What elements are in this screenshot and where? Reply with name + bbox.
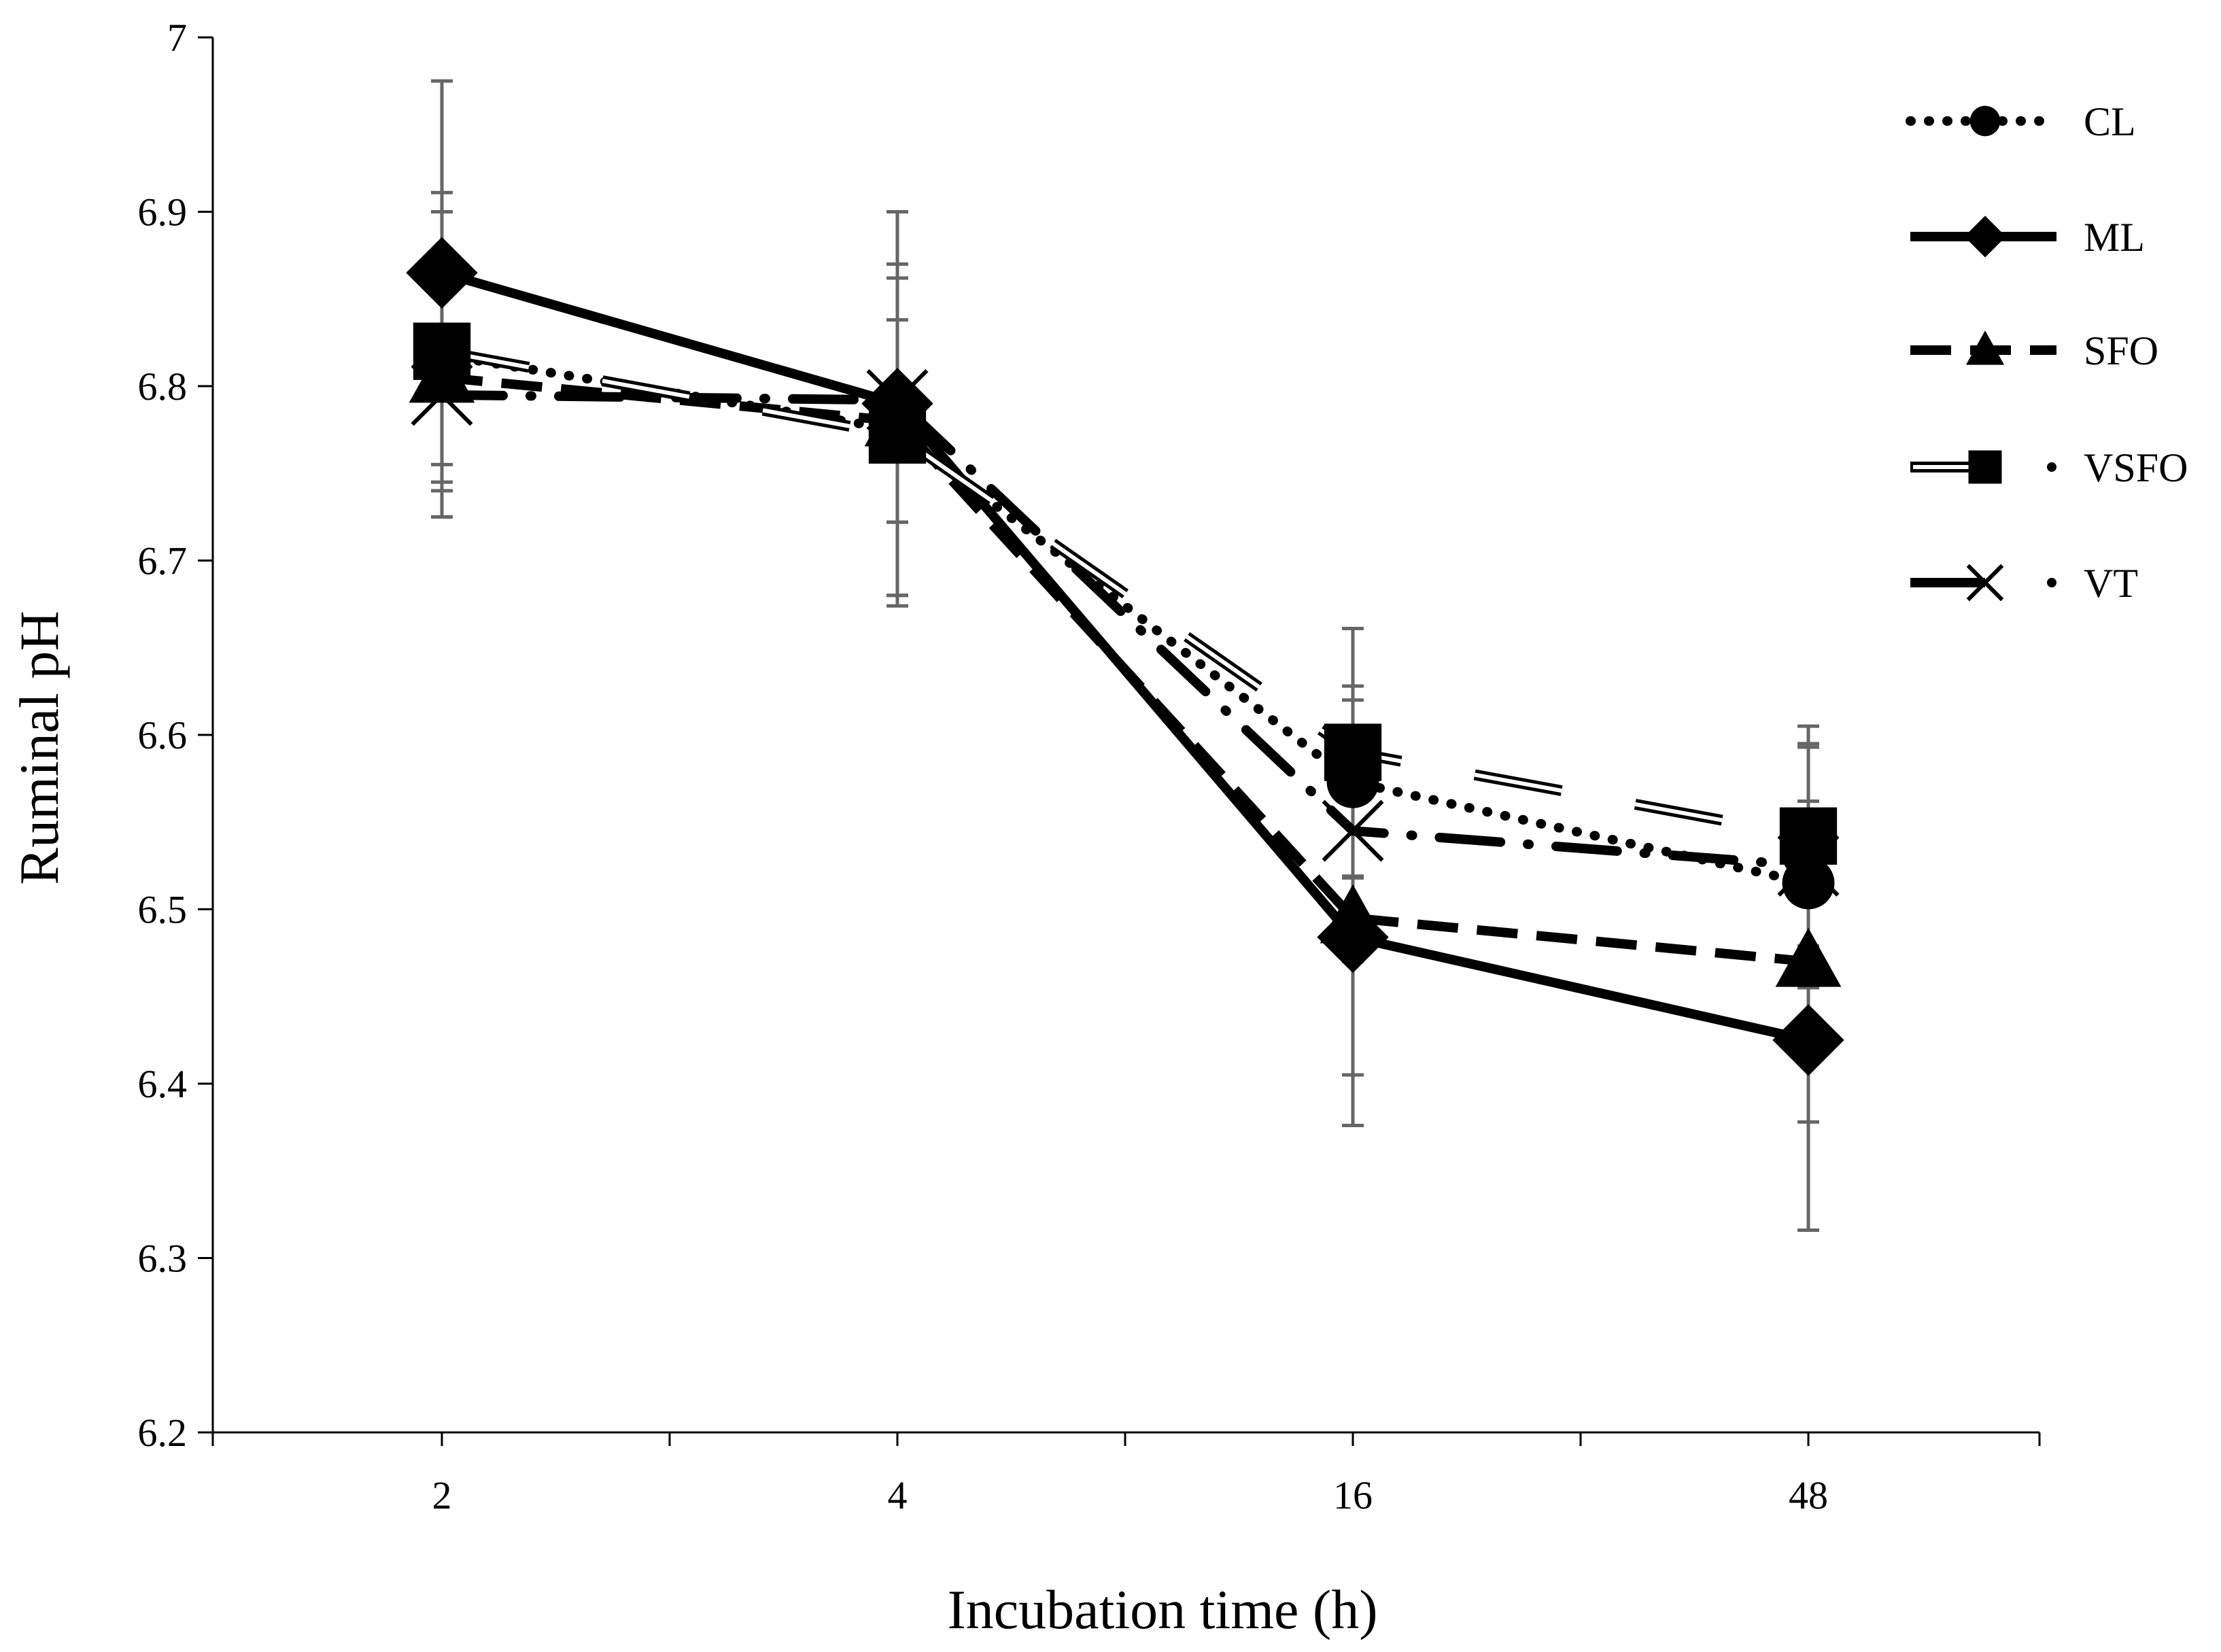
- x-tick-label: 4: [888, 1473, 908, 1517]
- legend-vt-swatch-dot: [2047, 578, 2056, 587]
- legend-sfo-label: SFO: [2084, 328, 2158, 373]
- y-tick-label: 6.3: [138, 1237, 188, 1281]
- legend-vsfo-label: VSFO: [2084, 445, 2188, 490]
- legend: CL ML SFO VSFO VT: [1906, 99, 2188, 606]
- series-line-vsfo-inner: [441, 349, 1809, 838]
- axes: 6.2 6.3 6.4 6.5 6.6 6.7 6.8 6.9 7 2 4 16 48: [138, 16, 2041, 1517]
- x-tick-label: 16: [1333, 1473, 1373, 1517]
- y-tick-label: 6.7: [138, 539, 188, 583]
- x-tick-label: 48: [1789, 1473, 1828, 1517]
- legend-vt-marker: [1966, 564, 2004, 602]
- marker-vt-stroke: [1322, 799, 1384, 862]
- y-tick-label: 6.8: [138, 364, 188, 409]
- y-tick-label: 6.5: [138, 888, 188, 932]
- x-axis-title: Incubation time (h): [947, 1579, 1377, 1640]
- marker-ml: [1772, 1004, 1844, 1076]
- series-line-sfo: [441, 373, 1809, 967]
- legend-cl-marker: [1969, 105, 2001, 137]
- marker-vt: [1322, 799, 1384, 862]
- y-tick-label: 6.9: [138, 190, 188, 235]
- marker-vsfo: [413, 322, 471, 380]
- y-tick-label: 6.6: [138, 713, 188, 757]
- marker-sfo: [1775, 927, 1842, 987]
- series-line-cl: [437, 349, 1813, 889]
- series-lines: [437, 268, 1813, 1045]
- legend-cl-label: CL: [2084, 99, 2136, 144]
- marker-vsfo: [868, 406, 927, 464]
- legend-vsfo-marker: [1968, 450, 2002, 484]
- y-tick-label: 7: [167, 16, 187, 60]
- marker-vsfo: [1779, 807, 1838, 865]
- marker-vsfo: [1324, 723, 1382, 781]
- x-tick-label: 2: [432, 1473, 452, 1517]
- legend-vt-marker-stroke: [1966, 564, 2004, 602]
- marker-cl: [1782, 857, 1835, 910]
- legend-sfo-marker: [1965, 330, 2005, 365]
- marker-sfo: [1320, 884, 1386, 944]
- legend-ml-marker: [1964, 216, 2006, 258]
- marker-ml: [406, 237, 478, 309]
- series-markers: [406, 237, 1844, 1076]
- legend-vt-label: VT: [2084, 561, 2138, 606]
- legend-vsfo-swatch-dot: [2047, 462, 2056, 472]
- error-bars: [431, 79, 1819, 1232]
- y-axis-title: Ruminal pH: [8, 610, 70, 884]
- y-tick-label: 6.2: [138, 1411, 188, 1455]
- series-line-vt: [437, 390, 1813, 871]
- legend-ml-label: ML: [2084, 215, 2145, 260]
- y-tick-label: 6.4: [138, 1062, 188, 1106]
